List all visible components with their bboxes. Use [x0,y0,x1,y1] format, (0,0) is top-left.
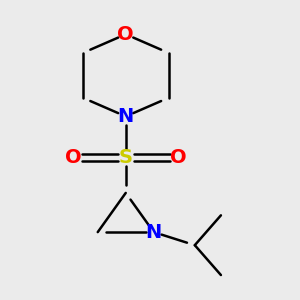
Text: S: S [119,148,133,167]
Text: N: N [118,107,134,126]
Text: O: O [170,148,186,167]
Text: N: N [146,223,162,242]
Text: O: O [117,25,134,44]
Text: O: O [65,148,82,167]
